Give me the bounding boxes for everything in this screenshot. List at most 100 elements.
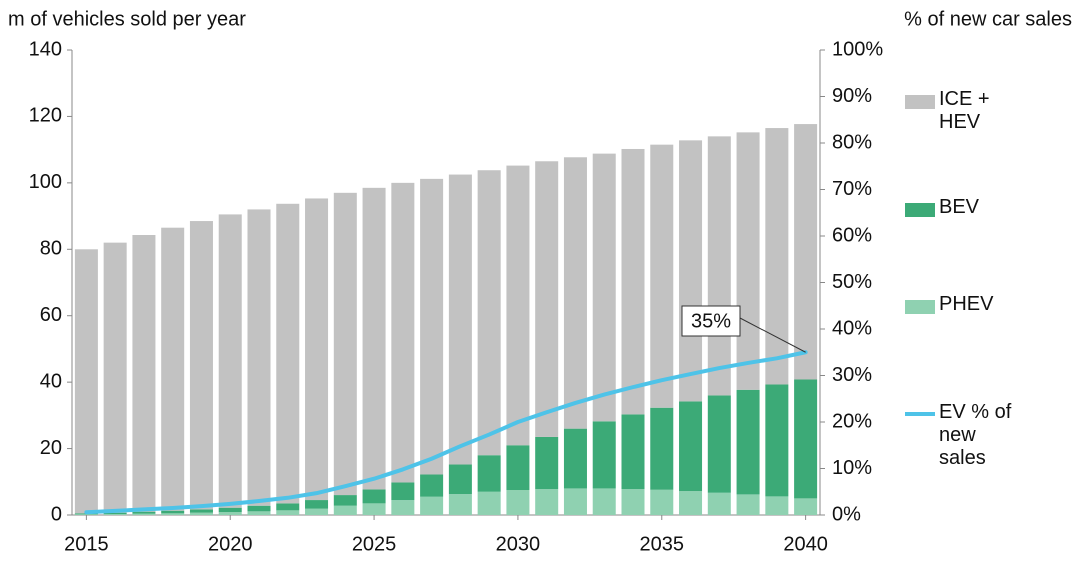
bar-segment [189,221,213,510]
bar-segment [563,157,587,429]
bar-segment [592,421,616,489]
bar-segment [563,428,587,489]
legend-label: ICE + HEV [939,88,990,133]
bar-segment [448,494,472,515]
y-tick-label: 20 [40,437,62,459]
legend-swatch [905,203,935,217]
bar-segment [794,124,818,380]
y-axis-title: m of vehicles sold per year [8,8,246,30]
bar-segment [132,513,156,515]
bar-segment [362,503,386,515]
bar-segment [276,503,300,511]
bar-segment [391,182,415,483]
bar-segment [305,198,329,501]
y2-tick-label: 30% [832,364,872,386]
bar-segment [391,482,415,501]
bar-segment [276,510,300,515]
y2-tick-label: 90% [832,85,872,107]
bar-segment [679,140,703,402]
bar-segment [736,389,760,495]
bar-segment [650,144,674,408]
bar-segment [333,192,357,496]
y-tick-label: 100 [29,171,62,193]
y-tick-label: 40 [40,370,62,392]
annotation-box [681,305,741,337]
bar-segment [74,249,98,514]
y2-tick-label: 100% [832,38,883,60]
bar-segment [103,514,127,515]
bar-segment [477,170,501,456]
bar-segment [276,203,300,504]
bar-segment [103,512,127,515]
x-tick-label: 2025 [352,533,397,555]
bar-segment [247,209,271,506]
x-tick-label: 2040 [783,533,828,555]
bar-segment [650,489,674,515]
y2-tick-label: 20% [832,410,872,432]
x-tick-label: 2035 [640,533,685,555]
y2-tick-label: 50% [832,271,872,293]
bar-segment [535,489,559,515]
bar-segment [420,496,444,515]
y-tick-label: 80 [40,238,62,260]
bar-segment [477,455,501,492]
legend-label: EV % of new sales [939,401,1012,469]
bar-segment [506,165,530,446]
x-tick-label: 2020 [208,533,253,555]
bar-segment [420,178,444,475]
bar-segment [707,395,731,493]
y2-tick-label: 40% [832,317,872,339]
bar-segment [707,492,731,515]
bar-segment [563,488,587,515]
bar-segment [506,445,530,491]
bar-segment [765,496,789,515]
bar-segment [333,495,357,506]
bar-segment [736,494,760,515]
bar-segment [305,500,329,509]
x-tick-label: 2015 [64,533,109,555]
legend-label: PHEV [939,293,994,315]
bar-segment [305,508,329,515]
bar-segment [189,509,213,513]
bar-segment [592,488,616,515]
bar-segment [218,507,242,513]
legend-label: BEV [939,196,980,218]
bar-segment [679,401,703,492]
legend-swatch [905,300,935,314]
bar-segment [333,505,357,515]
annotation-leader [739,317,806,353]
bar-segment [650,407,674,490]
bar-segment [535,436,559,490]
bar-segment [477,491,501,515]
bar-segment [161,513,185,515]
bar-segment [448,174,472,465]
y-tick-label: 60 [40,304,62,326]
bar-segment [218,214,242,508]
bar-segment [189,512,213,515]
bar-segment [391,500,415,515]
y2-tick-label: 70% [832,178,872,200]
bar-segment [765,384,789,497]
y2-tick-label: 60% [832,224,872,246]
y2-tick-label: 10% [832,457,872,479]
bar-segment [621,414,645,490]
annotation: 35% [691,310,731,332]
bar-segment [621,148,645,415]
legend-swatch [905,412,935,416]
bar-segment [535,161,559,437]
bar-segment [161,510,185,514]
ev-share-line [84,350,808,515]
y-tick-label: 120 [29,105,62,127]
bar-segment [420,474,444,497]
bar-segment [794,498,818,515]
y-tick-label: 0 [51,503,62,525]
y2-axis-title: % of new car sales [904,8,1072,30]
bar-segment [74,514,98,515]
bar-segment [132,235,156,512]
bar-segment [621,489,645,515]
bar-segment [247,511,271,515]
bar-segment [707,136,731,396]
bar-segment [362,489,386,504]
